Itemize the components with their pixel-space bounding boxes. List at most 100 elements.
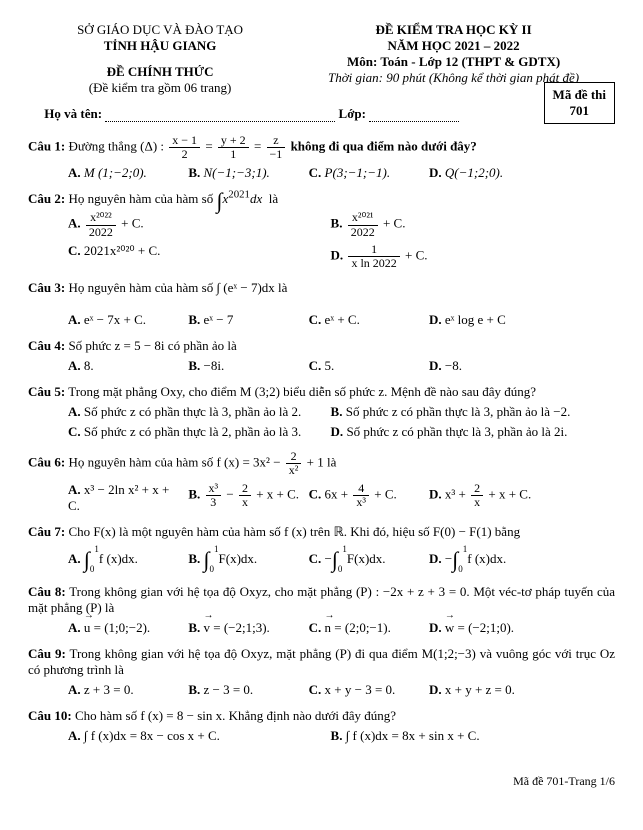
q6-opt-d: D. x³ + 2x + x + C. — [429, 482, 549, 514]
q5-opt-b: B. Số phức z có phần thực là 3, phần ảo … — [331, 404, 594, 420]
q3-label: Câu 3: — [28, 280, 65, 295]
header-block: SỞ GIÁO DỤC VÀ ĐÀO TẠO TỈNH HẬU GIANG ĐỀ… — [28, 22, 615, 96]
q5-opt-a: A. Số phức z có phần thực là 3, phần ảo … — [68, 404, 331, 420]
org1: SỞ GIÁO DỤC VÀ ĐÀO TẠO — [28, 22, 292, 38]
q8-opt-c: C. n = (2;0;−1). — [309, 620, 429, 636]
q7-text: Cho F(x) là một nguyên hàm của hàm số f … — [68, 524, 520, 539]
q10-opt-b: B. ∫ f (x)dx = 8x + sin x + C. — [331, 728, 594, 744]
q2-text: Họ nguyên hàm của hàm số — [68, 191, 216, 206]
code-label: Mã đề thi — [553, 87, 606, 103]
q1-frac-a: x − 12 — [169, 134, 200, 161]
question-4: Câu 4: Số phức z = 5 − 8i có phần ảo là — [28, 338, 615, 354]
q6-opt-a: A. x³ − 2ln x² + x + C. — [68, 482, 188, 514]
q1-options: A. M (1;−2;0). B. N(−1;−3;1). C. P(3;−1;… — [68, 161, 615, 181]
q3-opt-c: C. eˣ + C. — [309, 312, 429, 328]
q1-opt-b: B. N(−1;−3;1). — [188, 165, 308, 181]
header-left: SỞ GIÁO DỤC VÀ ĐÀO TẠO TỈNH HẬU GIANG ĐỀ… — [28, 22, 292, 96]
q8-opt-d: D. w = (−2;1;0). — [429, 620, 549, 636]
exam-year: NĂM HỌC 2021 – 2022 — [292, 38, 615, 54]
q3-opt-d: D. eˣ log e + C — [429, 312, 549, 328]
q2-opt-b: B. x²⁰²¹2022 + C. — [331, 211, 594, 238]
page-footer: Mã đề 701-Trang 1/6 — [28, 774, 615, 789]
question-9: Câu 9: Trong không gian với hệ tọa độ Ox… — [28, 646, 615, 678]
q4-opt-d: D. −8. — [429, 358, 549, 374]
q1-label: Câu 1: — [28, 139, 65, 154]
question-10: Câu 10: Cho hàm số f (x) = 8 − sin x. Kh… — [28, 708, 615, 724]
q10-opt-a: A. ∫ f (x)dx = 8x − cos x + C. — [68, 728, 331, 744]
q3-opt-b: B. eˣ − 7 — [188, 312, 308, 328]
org2: TỈNH HẬU GIANG — [28, 38, 292, 54]
exam-subject: Môn: Toán - Lớp 12 (THPT & GDTX) — [292, 54, 615, 70]
q4-options: A. 8. B. −8i. C. 5. D. −8. — [68, 354, 615, 374]
q4-opt-a: A. 8. — [68, 358, 188, 374]
q9-opt-b: B. z − 3 = 0. — [188, 682, 308, 698]
q8-label: Câu 8: — [28, 584, 66, 599]
name-dots — [105, 111, 335, 122]
q7-label: Câu 7: — [28, 524, 65, 539]
q8-options: A. u u = (1;0;−2).= (1;0;−2). B. v = (−2… — [68, 616, 615, 636]
q2-opt-d: D. 1x ln 2022 + C. — [331, 243, 594, 270]
name-label: Họ và tên: — [44, 106, 102, 121]
class-dots — [369, 111, 459, 122]
question-5: Câu 5: Trong mặt phẳng Oxy, cho điểm M (… — [28, 384, 615, 400]
q4-opt-c: C. 5. — [309, 358, 429, 374]
q2-options: A. x²⁰²²2022 + C. B. x²⁰²¹2022 + C. C. 2… — [68, 207, 615, 270]
question-6: Câu 6: Họ nguyên hàm của hàm số f (x) = … — [28, 450, 615, 477]
q1-opt-a: A. M (1;−2;0). — [68, 165, 188, 181]
q3-text: Họ nguyên hàm của hàm số ∫ (eˣ − 7)dx là — [68, 280, 287, 295]
question-8: Câu 8: Trong không gian với hệ tọa độ Ox… — [28, 584, 615, 616]
q4-text: Số phức z = 5 − 8i có phần ảo là — [68, 338, 236, 353]
question-3: Câu 3: Họ nguyên hàm của hàm số ∫ (eˣ − … — [28, 280, 615, 296]
q1-post: không đi qua điểm nào dưới đây? — [291, 139, 477, 154]
question-2: Câu 2: Họ nguyên hàm của hàm số ∫x2021dx… — [28, 191, 615, 207]
q2-opt-c: C. 2021x²⁰²⁰ + C. — [68, 243, 331, 270]
q7-opt-b: B. ∫01F(x)dx. — [188, 544, 308, 574]
pages: (Đề kiểm tra gồm 06 trang) — [28, 80, 292, 96]
q3-opt-a: A. eˣ − 7x + C. — [68, 312, 188, 328]
q5-opt-d: D. Số phức z có phần thực là 3, phần ảo … — [331, 424, 594, 440]
q4-opt-b: B. −8i. — [188, 358, 308, 374]
q1-opt-c: C. P(3;−1;−1). — [309, 165, 429, 181]
exam-title: ĐỀ KIỂM TRA HỌC KỲ II — [292, 22, 615, 38]
q9-text: Trong không gian với hệ tọa độ Oxyz, mặt… — [28, 646, 615, 677]
q1-frac-b: y + 21 — [218, 134, 249, 161]
exam-code-box: Mã đề thi 701 — [544, 82, 615, 124]
q1-pre: Đường thẳng (Δ) : — [68, 139, 164, 154]
q7-opt-c: C. −∫01F(x)dx. — [309, 544, 429, 574]
class-label: Lớp: — [339, 106, 366, 121]
q2-opt-a: A. x²⁰²²2022 + C. — [68, 211, 331, 238]
question-1: Câu 1: Đường thẳng (Δ) : x − 12 = y + 21… — [28, 134, 615, 161]
official: ĐỀ CHÍNH THỨC — [28, 64, 292, 80]
q7-opt-a: A. ∫01f (x)dx. — [68, 544, 188, 574]
code-value: 701 — [553, 103, 606, 119]
q5-text: Trong mặt phẳng Oxy, cho điểm M (3;2) bi… — [68, 384, 536, 399]
q5-opt-c: C. Số phức z có phần thực là 2, phần ảo … — [68, 424, 331, 440]
q5-label: Câu 5: — [28, 384, 65, 399]
q7-options: A. ∫01f (x)dx. B. ∫01F(x)dx. C. −∫01F(x)… — [68, 540, 615, 574]
q10-options: A. ∫ f (x)dx = 8x − cos x + C. B. ∫ f (x… — [68, 724, 615, 744]
q7-opt-d: D. −∫01f (x)dx. — [429, 544, 549, 574]
q3-options: A. eˣ − 7x + C. B. eˣ − 7 C. eˣ + C. D. … — [68, 308, 615, 328]
q6-opt-c: C. 6x + 4x³ + C. — [309, 482, 429, 514]
q8-text: Trong không gian với hệ tọa độ Oxyz, cho… — [28, 584, 615, 615]
q8-opt-a: A. u u = (1;0;−2).= (1;0;−2). — [68, 620, 188, 636]
q10-label: Câu 10: — [28, 708, 72, 723]
q6-label: Câu 6: — [28, 455, 65, 470]
q1-frac-c: z−1 — [267, 134, 286, 161]
q6-text: Họ nguyên hàm của hàm số f (x) = 3x² − — [68, 455, 283, 470]
q5-options: A. Số phức z có phần thực là 3, phần ảo … — [68, 400, 615, 440]
q9-opt-a: A. z + 3 = 0. — [68, 682, 188, 698]
q9-opt-d: D. x + y + z = 0. — [429, 682, 549, 698]
q10-text: Cho hàm số f (x) = 8 − sin x. Khẳng định… — [75, 708, 396, 723]
name-line: Họ và tên: Lớp: — [28, 106, 615, 122]
q6-options: A. x³ − 2ln x² + x + C. B. x³3 − 2x + x … — [68, 478, 615, 514]
q1-opt-d: D. Q(−1;2;0). — [429, 165, 549, 181]
q9-options: A. z + 3 = 0. B. z − 3 = 0. C. x + y − 3… — [68, 678, 615, 698]
question-7: Câu 7: Cho F(x) là một nguyên hàm của hà… — [28, 524, 615, 540]
q4-label: Câu 4: — [28, 338, 65, 353]
q9-opt-c: C. x + y − 3 = 0. — [309, 682, 429, 698]
q8-opt-b: B. v = (−2;1;3). — [188, 620, 308, 636]
q2-label: Câu 2: — [28, 191, 65, 206]
q9-label: Câu 9: — [28, 646, 66, 661]
q6-opt-b: B. x³3 − 2x + x + C. — [188, 482, 308, 514]
